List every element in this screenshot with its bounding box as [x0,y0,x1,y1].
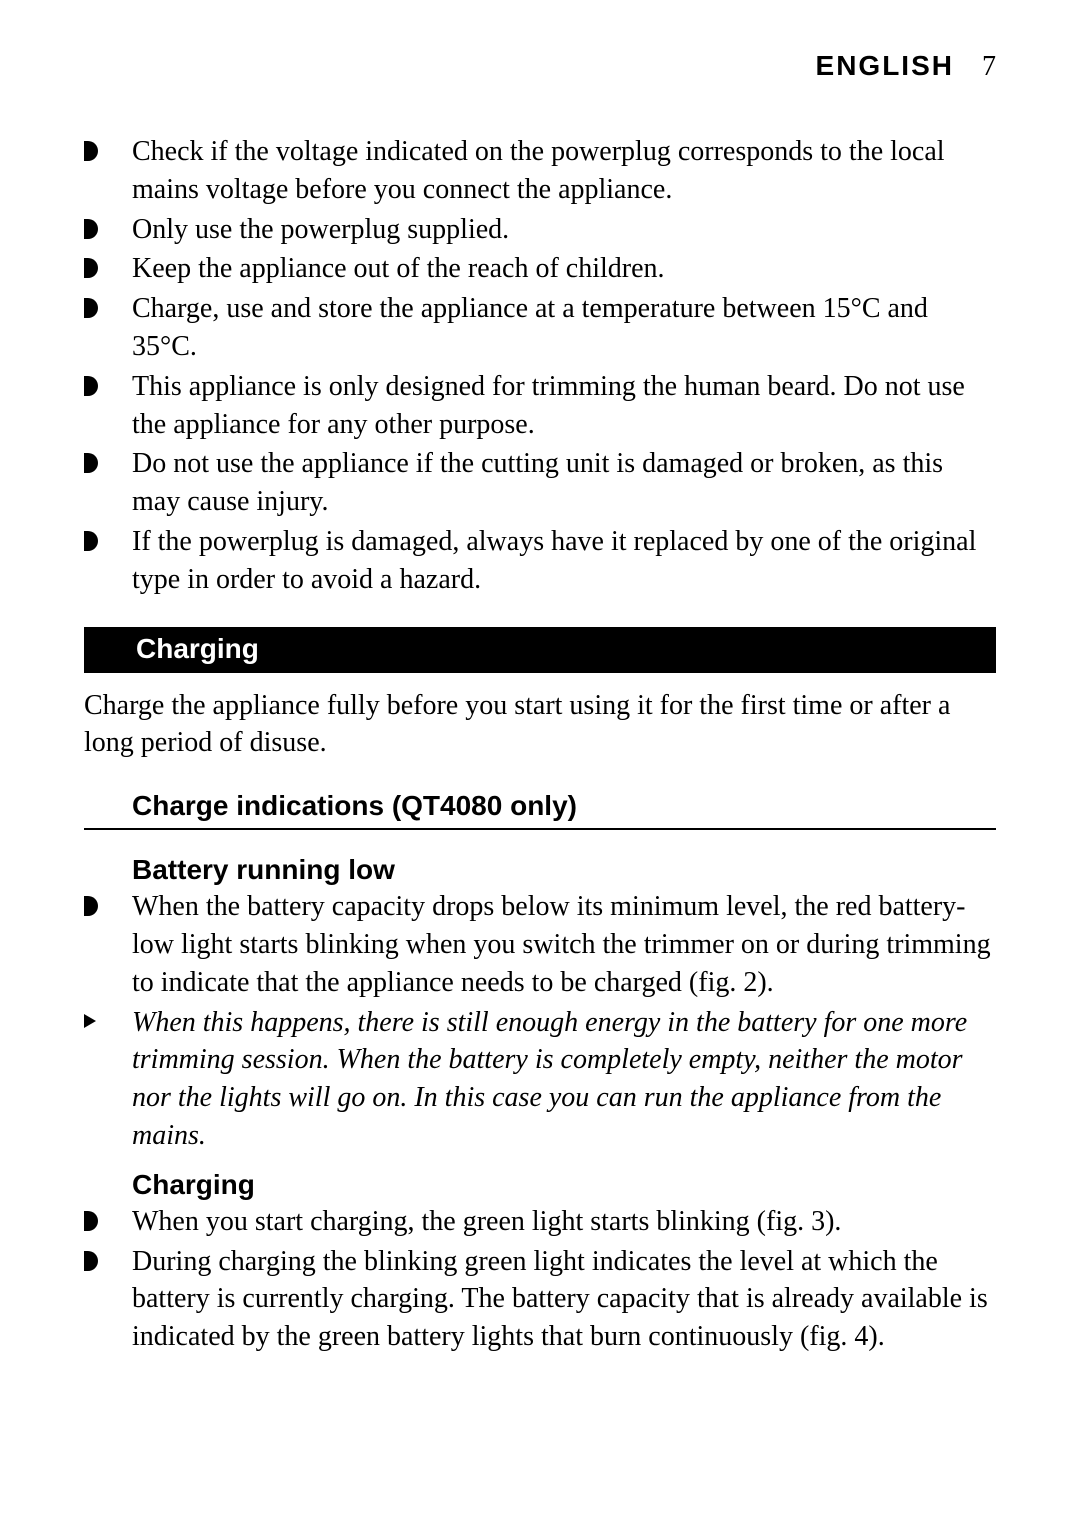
charging-intro-text: Charge the appliance fully before you st… [84,687,996,763]
list-item-text: When you start charging, the green light… [132,1206,841,1237]
sub-sub-header-charging: Charging [84,1169,996,1201]
list-item: When you start charging, the green light… [84,1203,996,1241]
list-item-text: Keep the appliance out of the reach of c… [132,253,665,284]
list-item-text: When this happens, there is still enough… [132,1007,967,1151]
bullet-icon [84,531,98,551]
list-item: This appliance is only designed for trim… [84,368,996,444]
list-item: Check if the voltage indicated on the po… [84,133,996,209]
bullet-icon [84,1211,98,1231]
list-item: Only use the powerplug supplied. [84,211,996,249]
list-item-text: During charging the blinking green light… [132,1246,988,1353]
list-item-text: Charge, use and store the appliance at a… [132,293,928,362]
bullet-icon [84,258,98,278]
list-item: Keep the appliance out of the reach of c… [84,250,996,288]
bullet-icon [84,141,98,161]
bullet-icon [84,219,98,239]
sub-header-charge-indications: Charge indications (QT4080 only) [84,790,996,830]
language-label: ENGLISH [816,50,954,81]
document-page: ENGLISH 7 Check if the voltage indicated… [0,0,1080,1420]
page-header: ENGLISH 7 [84,50,996,83]
list-item-text: When the battery capacity drops below it… [132,891,991,998]
list-item: Do not use the appliance if the cutting … [84,445,996,521]
list-item: Charge, use and store the appliance at a… [84,290,996,366]
bullet-icon [84,1251,98,1271]
list-item-text: Only use the powerplug supplied. [132,214,509,245]
bullet-icon [84,298,98,318]
battery-low-list: When the battery capacity drops below it… [84,888,996,1155]
bullet-icon [84,896,98,916]
list-item: When this happens, there is still enough… [84,1004,996,1155]
list-item-text: If the powerplug is damaged, always have… [132,526,976,595]
page-number: 7 [982,51,996,82]
arrow-icon [84,1014,96,1028]
list-item: During charging the blinking green light… [84,1243,996,1356]
bullet-icon [84,453,98,473]
charging-list: When you start charging, the green light… [84,1203,996,1356]
list-item-text: Do not use the appliance if the cutting … [132,448,943,517]
safety-bullet-list: Check if the voltage indicated on the po… [84,133,996,599]
list-item: If the powerplug is damaged, always have… [84,523,996,599]
section-header-charging: Charging [84,627,996,673]
bullet-icon [84,376,98,396]
list-item-text: Check if the voltage indicated on the po… [132,136,945,205]
list-item-text: This appliance is only designed for trim… [132,371,965,440]
list-item: When the battery capacity drops below it… [84,888,996,1001]
sub-sub-header-battery-low: Battery running low [84,854,996,886]
